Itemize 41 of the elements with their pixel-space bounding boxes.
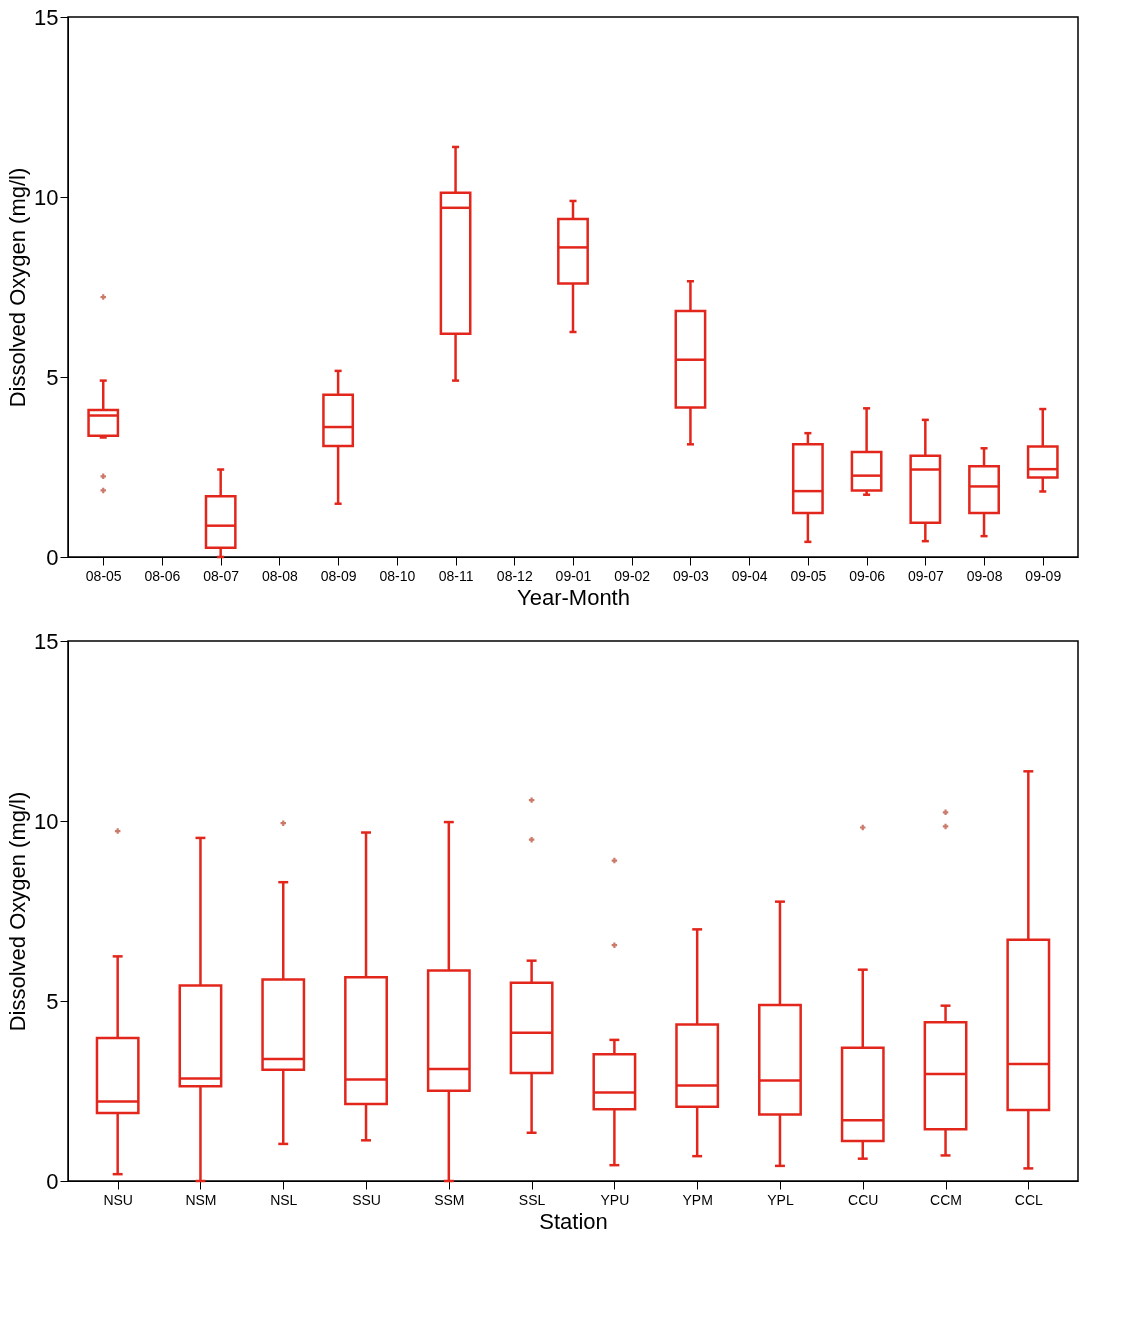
y-tick-label: 15 [34, 628, 59, 654]
y-tick-label: 0 [46, 1168, 59, 1194]
x-tick-label: 09-09 [1025, 567, 1062, 584]
x-tick-label: 09-07 [907, 567, 944, 584]
x-tick-label: 09-02 [614, 567, 651, 584]
x-tick-label: YPL [767, 1191, 794, 1208]
x-tick-label: 09-03 [673, 567, 710, 584]
x-tick-label: 09-06 [849, 567, 886, 584]
y-tick-label: 15 [34, 4, 59, 30]
x-tick-label: 09-08 [966, 567, 1003, 584]
x-tick-label: CCL [1014, 1191, 1044, 1208]
x-tick-label: 08-08 [261, 567, 299, 584]
x-tick-label: SSL [518, 1191, 546, 1208]
x-tick-label: 08-07 [203, 567, 240, 584]
x-tick-label: SSU [352, 1191, 381, 1208]
x-tick-label: 08-09 [320, 567, 357, 584]
x-tick-label: 09-01 [555, 567, 592, 584]
y-tick-label: 10 [34, 808, 59, 834]
x-tick-label: YPU [600, 1191, 630, 1208]
y-tick-label: 5 [46, 364, 59, 390]
x-tick-label: 09-05 [790, 567, 827, 584]
x-tick-label: 08-12 [496, 567, 533, 584]
x-axis-title: Station [539, 1208, 608, 1234]
x-axis-title: Year-Month [517, 584, 630, 610]
x-tick-label: YPM [682, 1191, 713, 1208]
x-tick-label: SSM [434, 1191, 465, 1208]
x-tick-label: 08-10 [379, 567, 416, 584]
x-tick-label: NSU [103, 1191, 133, 1208]
x-tick-label: 08-11 [438, 567, 474, 584]
x-tick-label: 08-06 [144, 567, 181, 584]
x-tick-label: CCM [930, 1191, 962, 1208]
y-tick-label: 0 [46, 544, 59, 570]
x-tick-label: NSM [185, 1191, 217, 1208]
y-axis-title: Dissolved Oxygen (mg/l) [5, 167, 31, 408]
y-tick-label: 10 [34, 184, 59, 210]
y-tick-label: 5 [46, 988, 59, 1014]
x-tick-label: CCU [848, 1191, 879, 1208]
x-tick-label: 09-04 [731, 567, 768, 584]
x-tick-label: 08-05 [85, 567, 122, 584]
x-tick-label: NSL [270, 1191, 298, 1208]
y-axis-title: Dissolved Oxygen (mg/l) [5, 791, 31, 1032]
